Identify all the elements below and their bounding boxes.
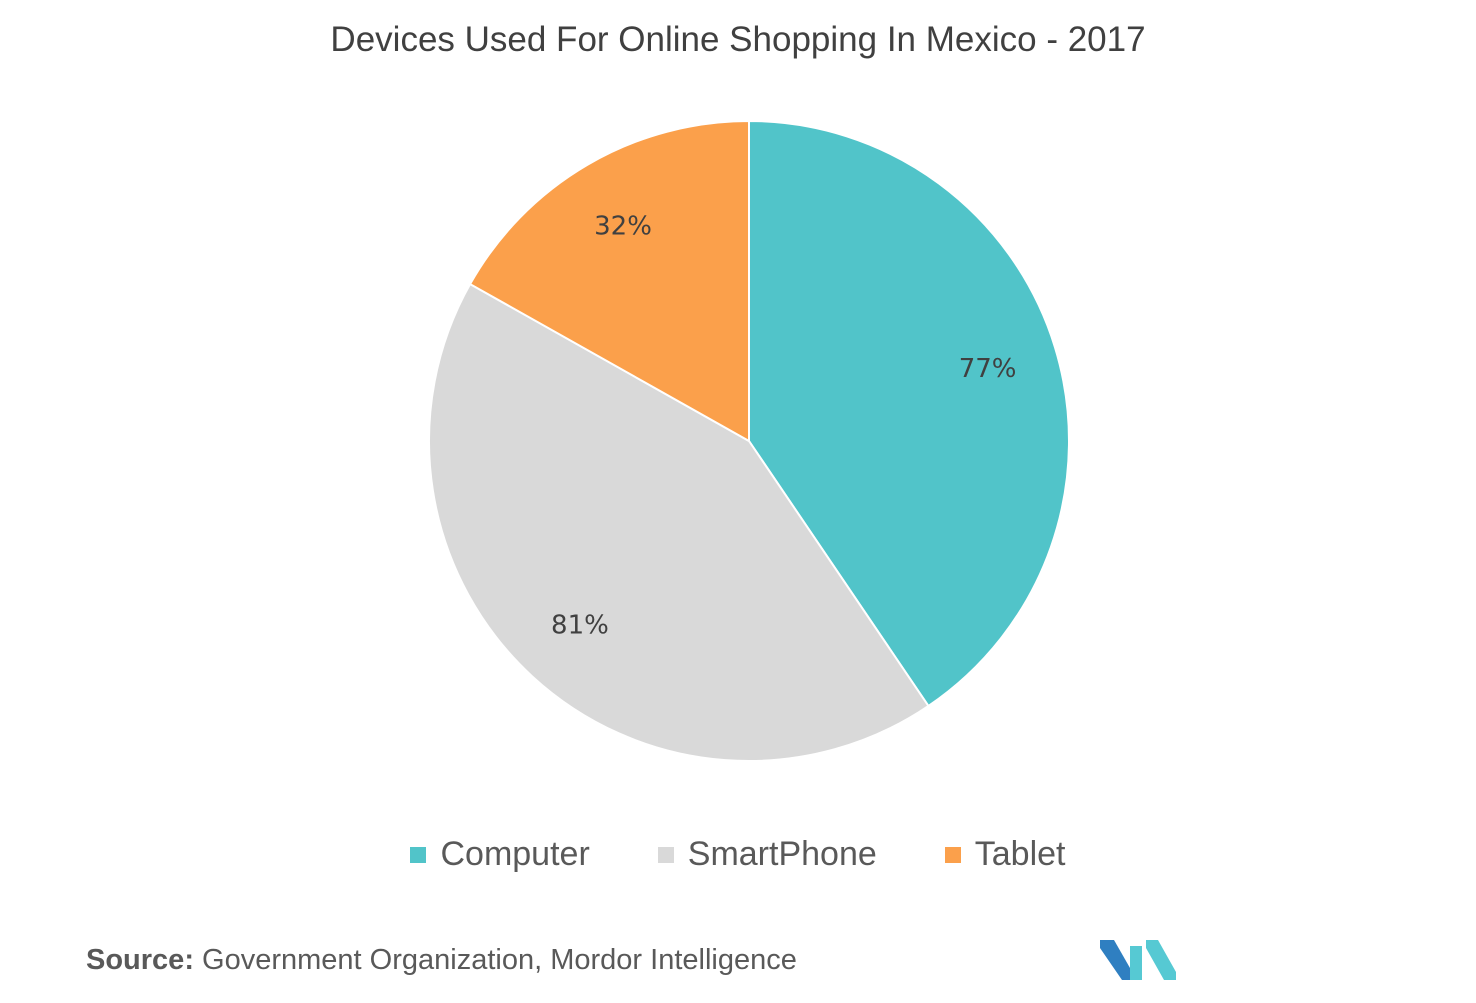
legend-item-computer: Computer [410,835,590,874]
pie-slice-computer [748,119,1070,708]
legend-label-tablet: Tablet [974,835,1066,873]
legend-label-computer: Computer [440,835,590,873]
data-label-tablet: 32% [594,212,652,242]
logo-shape-middle [1130,946,1142,980]
legend-swatch-computer [410,846,427,863]
pie-slice-smartphone [428,282,930,762]
logo-shape-left [1100,940,1130,980]
legend: Computer SmartPhone Tablet [0,835,1476,874]
source-note: Source: Government Organization, Mordor … [86,944,797,977]
data-label-smartphone: 81% [551,611,609,641]
logo-shape-right [1146,940,1176,980]
data-label-computer: 77% [959,354,1017,384]
legend-label-smartphone: SmartPhone [687,835,877,873]
mordor-intelligence-logo-icon [1100,940,1176,980]
chart-title: Devices Used For Online Shopping In Mexi… [330,20,1146,59]
source-label: Source: [86,944,194,976]
legend-item-smartphone: SmartPhone [657,835,877,874]
legend-item-tablet: Tablet [944,835,1066,874]
legend-swatch-smartphone [657,846,674,863]
legend-swatch-tablet [944,846,961,863]
source-text: Government Organization, Mordor Intellig… [202,944,797,976]
pie-slice-tablet [468,119,750,443]
